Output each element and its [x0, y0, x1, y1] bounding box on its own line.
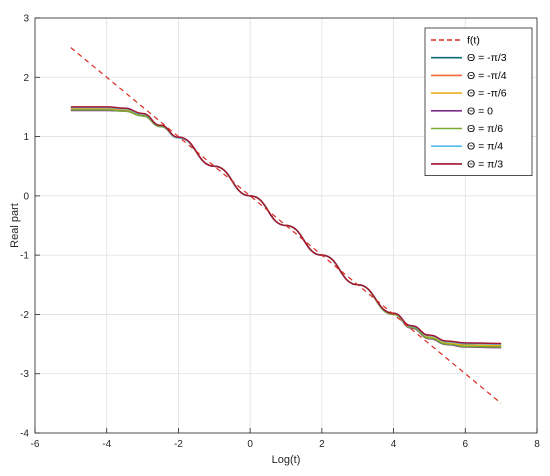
- y-tick-label: -1: [20, 251, 29, 262]
- x-tick-label: 6: [463, 439, 469, 450]
- y-axis-label: Real part: [9, 203, 21, 248]
- x-tick-label: 0: [247, 439, 253, 450]
- x-axis-label: Log(t): [272, 454, 301, 466]
- x-tick-label: 4: [391, 439, 397, 450]
- x-tick-label: -2: [174, 439, 183, 450]
- legend-label: Θ = π/4: [467, 141, 503, 153]
- y-tick-label: 3: [23, 14, 29, 25]
- y-tick-label: 0: [23, 191, 29, 202]
- y-tick-label: 1: [23, 132, 29, 143]
- y-tick-label: 2: [23, 73, 29, 84]
- legend-label: Θ = 0: [467, 105, 493, 117]
- x-tick-label: -6: [31, 439, 40, 450]
- legend: f(t) Θ = -π/3 Θ = -π/4 Θ = -π/6 Θ = 0 Θ = π/6…: [424, 27, 533, 177]
- legend-label: Θ = -π/4: [467, 70, 507, 82]
- legend-label: f(t): [467, 35, 480, 47]
- x-tick-label: 2: [319, 439, 325, 450]
- y-tick-label: -2: [20, 310, 29, 321]
- y-tick-label: -4: [20, 429, 29, 440]
- legend-label: Θ = π/3: [467, 158, 503, 170]
- series-group: [70, 47, 502, 404]
- legend-label: Θ = -π/6: [467, 88, 507, 100]
- y-tick-label: -3: [20, 369, 29, 380]
- legend-label: Θ = -π/3: [467, 52, 507, 64]
- x-tick-label: 8: [534, 439, 540, 450]
- series-line-0: [70, 47, 502, 404]
- legend-label: Θ = π/6: [467, 123, 503, 135]
- plot-border: [34, 17, 538, 434]
- x-tick-label: -4: [102, 439, 111, 450]
- legend-box: [424, 27, 533, 177]
